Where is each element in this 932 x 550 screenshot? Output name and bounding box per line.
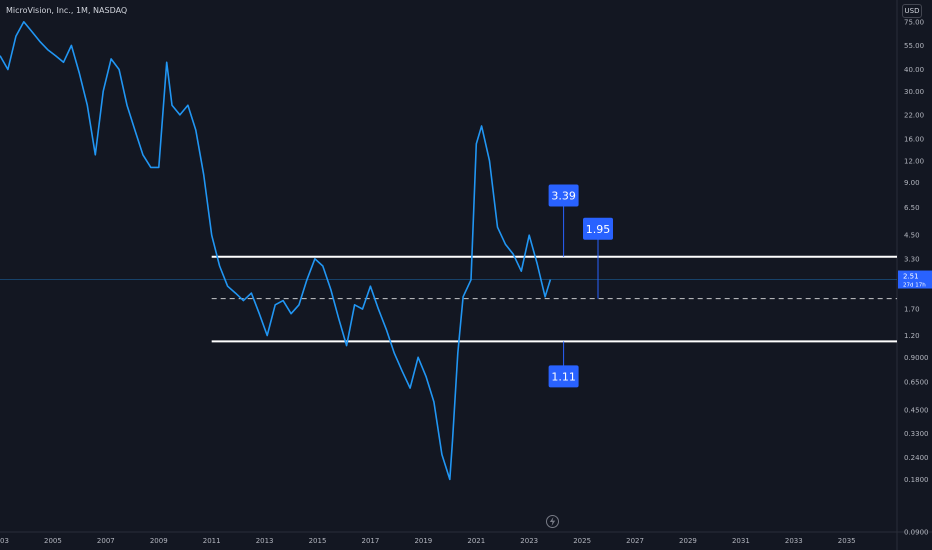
x-tick-label: 2007 [97, 537, 115, 545]
y-tick-label: 0.2400 [904, 454, 929, 462]
label-lower-text: 1.11 [551, 370, 576, 383]
y-tick-label: 0.9000 [904, 354, 929, 362]
current-price-tag [898, 270, 932, 289]
x-tick-label: 2033 [785, 537, 803, 545]
y-tick-label: 3.30 [904, 255, 920, 263]
y-tick-label: 55.00 [904, 42, 924, 50]
price-series-line [0, 20, 552, 481]
y-tick-label: 75.00 [904, 18, 924, 26]
symbol-title: MicroVision, Inc., 1M, NASDAQ [6, 6, 128, 15]
x-tick-label: 2025 [573, 537, 591, 545]
y-tick-label: 9.00 [904, 179, 920, 187]
x-tick-label: 2023 [520, 537, 538, 545]
y-tick-label: 0.1800 [904, 476, 929, 484]
current-price-value: 2.51 [903, 273, 919, 281]
x-tick-label: 2003 [0, 537, 9, 545]
events-button[interactable] [546, 515, 559, 528]
y-tick-label: 12.00 [904, 157, 924, 165]
y-tick-label: 22.00 [904, 111, 924, 119]
y-tick-label: 0.0900 [904, 529, 929, 537]
x-tick-label: 2017 [362, 537, 380, 545]
x-tick-label: 2027 [626, 537, 644, 545]
y-tick-label: 40.00 [904, 66, 924, 74]
x-tick-label: 2009 [150, 537, 168, 545]
label-upper-text: 3.39 [551, 189, 576, 202]
label-upper-box [548, 184, 579, 207]
x-tick-label: 2011 [203, 537, 221, 545]
y-tick-label: 30.00 [904, 88, 924, 96]
x-tick-label: 2021 [467, 537, 485, 545]
y-tick-label: 6.50 [904, 204, 920, 212]
label-mid-box [583, 217, 613, 240]
label-lower-box [548, 365, 579, 388]
x-tick-label: 2015 [309, 537, 327, 545]
x-tick-label: 2005 [44, 537, 62, 545]
x-tick-label: 2029 [679, 537, 697, 545]
y-tick-label: 4.50 [904, 232, 920, 240]
current-price-countdown: 27d 17h [903, 283, 926, 289]
x-tick-label: 2013 [256, 537, 274, 545]
lightning-icon [549, 517, 556, 526]
y-tick-label: 16.00 [904, 136, 924, 144]
y-tick-label: 0.4500 [904, 406, 929, 414]
x-tick-label: 2035 [838, 537, 856, 545]
x-tick-label: 2019 [414, 537, 432, 545]
x-tick-label: 2031 [732, 537, 750, 545]
currency-button[interactable]: USD [902, 4, 922, 18]
y-tick-label: 0.6500 [904, 379, 929, 387]
y-tick-label: 1.20 [904, 332, 920, 340]
y-tick-label: 0.3300 [904, 430, 929, 438]
y-tick-label: 1.70 [904, 306, 920, 314]
label-mid-text: 1.95 [586, 223, 611, 236]
